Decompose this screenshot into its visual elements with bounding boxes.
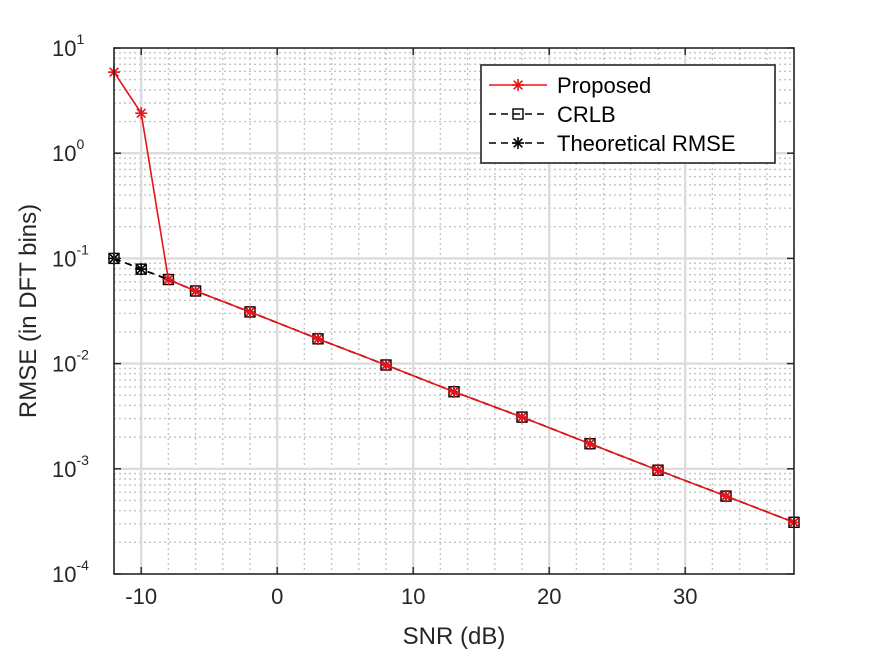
- x-axis-label: SNR (dB): [403, 623, 506, 650]
- proposed-data-point: [720, 490, 732, 503]
- proposed-data-point: [380, 358, 392, 371]
- x-tick-labels: -10 0 10 20 30: [125, 584, 697, 609]
- legend-label-theoretical-rmse: Theoretical RMSE: [557, 131, 736, 156]
- axis-ticks: [114, 47, 794, 575]
- y-tick-label: 10-2: [52, 347, 89, 377]
- x-tick-label: 20: [537, 584, 561, 609]
- legend-marker-theoretical-rmse: [512, 137, 524, 149]
- legend-label-proposed: Proposed: [557, 73, 651, 98]
- x-tick-label: 30: [673, 584, 697, 609]
- proposed-data-point: [448, 385, 460, 398]
- x-tick-label: -10: [125, 584, 157, 609]
- y-tick-label: 10-4: [52, 557, 89, 587]
- y-tick-label: 101: [52, 31, 84, 61]
- x-tick-label: 0: [271, 584, 283, 609]
- series-layer: [108, 66, 800, 529]
- legend: Proposed CRLB Theoretical RMSE: [480, 64, 776, 164]
- legend-marker-proposed: [512, 79, 524, 91]
- proposed-data-point: [135, 107, 148, 120]
- proposed-data-point: [162, 273, 175, 286]
- x-tick-label: 10: [401, 584, 425, 609]
- proposed-data-point: [584, 437, 596, 450]
- legend-marker-crlb: [512, 108, 524, 120]
- y-tick-label: 10-3: [52, 452, 89, 482]
- proposed-data-point: [312, 332, 324, 345]
- y-tick-labels: 10-4 10-3 10-2 10-1 100 101: [52, 31, 89, 587]
- y-tick-label: 100: [52, 136, 84, 166]
- proposed-data-point: [516, 411, 528, 424]
- proposed-data-point: [652, 464, 664, 477]
- major-grid: [114, 48, 794, 574]
- crlb-data-point: [135, 263, 147, 275]
- proposed-data-point: [244, 305, 256, 318]
- proposed-data-point: [189, 284, 202, 297]
- legend-label-crlb: CRLB: [557, 102, 616, 127]
- plot-frame: [113, 47, 795, 575]
- y-tick-label: 10-1: [52, 241, 89, 271]
- y-axis-label: RMSE (in DFT bins): [15, 204, 42, 418]
